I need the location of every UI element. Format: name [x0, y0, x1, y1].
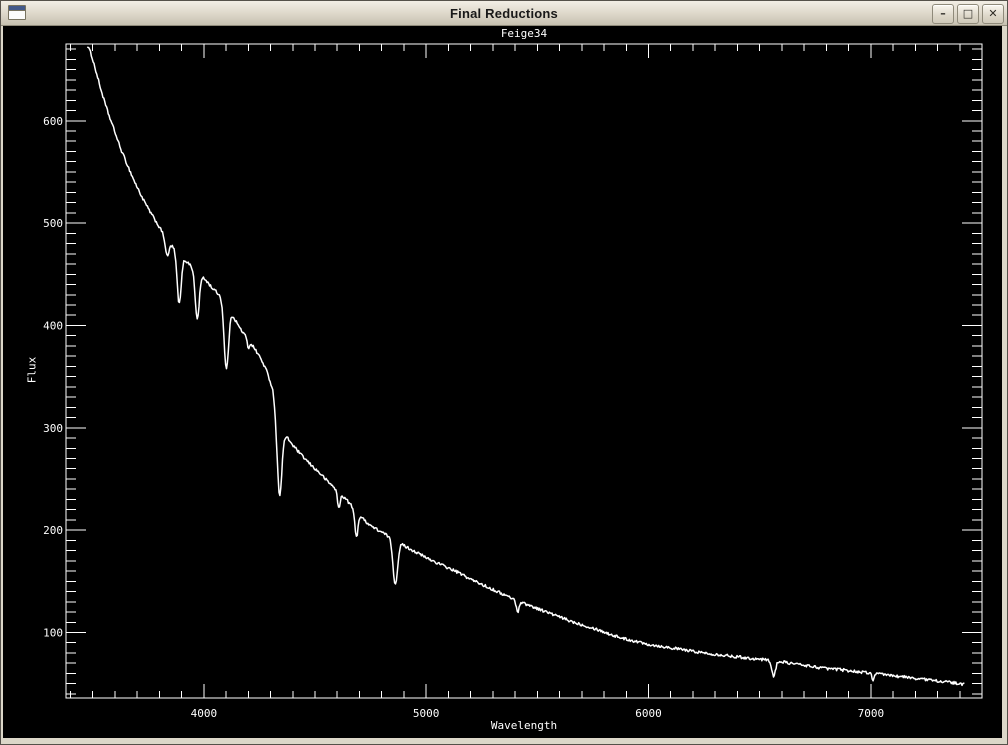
close-icon: ✕ [988, 7, 998, 20]
minimize-icon: – [940, 7, 946, 20]
window-titlebar[interactable]: Final Reductions – □ ✕ [1, 1, 1007, 26]
close-button[interactable]: ✕ [982, 4, 1004, 24]
window-menu-icon [8, 5, 26, 20]
window-controls: – □ ✕ [932, 4, 1004, 24]
plot-canvas[interactable] [3, 26, 1002, 738]
maximize-button[interactable]: □ [957, 4, 979, 24]
window-menu-button[interactable] [8, 5, 26, 20]
window-title: Final Reductions [450, 5, 558, 21]
minimize-button[interactable]: – [932, 4, 954, 24]
maximize-icon: □ [962, 7, 974, 20]
